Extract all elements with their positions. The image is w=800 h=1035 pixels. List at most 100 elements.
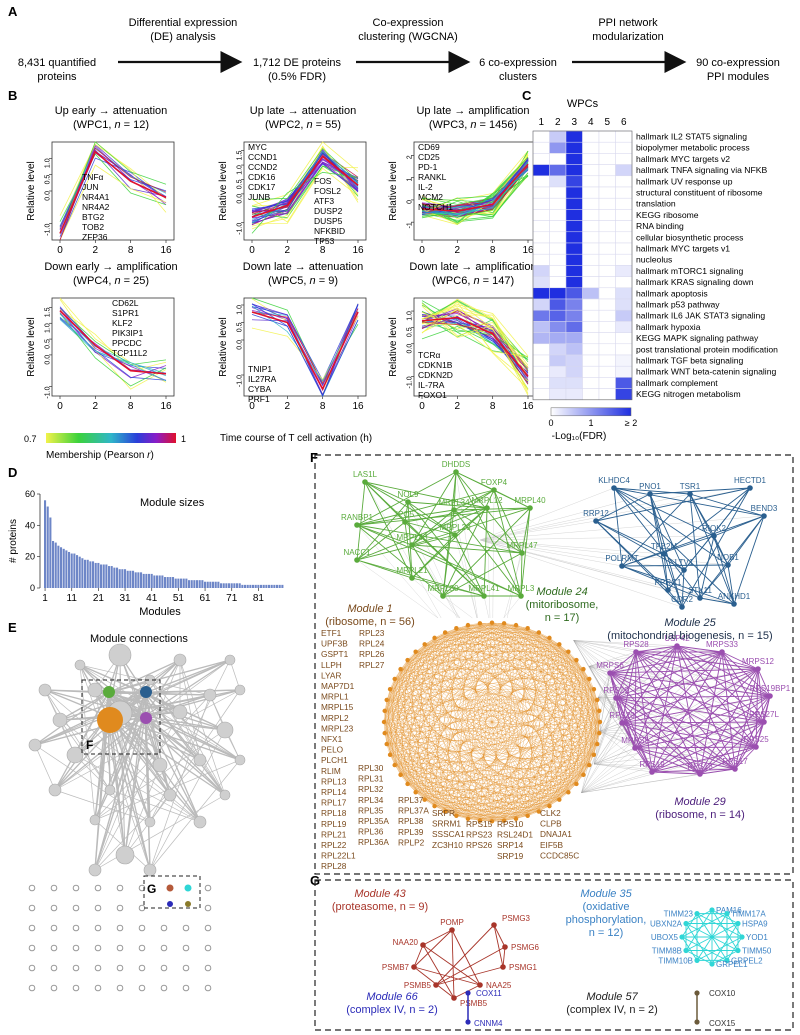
module24-edge <box>411 471 457 546</box>
module25-edge <box>663 553 669 591</box>
module24-label: MRPL3 <box>508 584 535 593</box>
wpc-ytick-label: -1 <box>407 222 414 228</box>
module24-edge <box>493 489 531 509</box>
module1-edge <box>384 644 560 734</box>
module1-edge <box>400 628 457 670</box>
heatmap-cell <box>549 377 567 389</box>
wpc-panel-6: Down late → amplification (WPC6, n = 147)… <box>388 261 537 412</box>
module24-label: MRPL43 <box>396 533 428 542</box>
wpc-profile-line <box>251 167 359 224</box>
module-node <box>203 688 217 702</box>
module-edge <box>107 679 151 694</box>
module1-edge <box>386 699 517 819</box>
module24-edge <box>455 471 523 554</box>
heatmap-row-label: KEGG nitrogen metabolism <box>636 389 741 399</box>
module1-edge <box>503 623 560 800</box>
pipeline-step3-line2: clusters <box>499 71 537 83</box>
wpc-gene-label: NR4A1 <box>82 192 110 202</box>
cross-edge <box>588 666 636 749</box>
module29-edge <box>699 768 736 775</box>
heatmap-cell <box>565 332 583 345</box>
cross-edge <box>356 559 439 619</box>
wpc-xtick-label: 16 <box>160 401 172 412</box>
wpc-xtick-label: 2 <box>455 245 461 256</box>
bar <box>164 577 167 588</box>
bar <box>76 555 79 588</box>
heatmap-cell <box>565 377 583 389</box>
wpc-ytick-label: 1.0 <box>237 305 244 315</box>
module1-edge <box>424 644 598 701</box>
heatmap-cell <box>582 130 600 143</box>
heatmap-row-label: hallmark hypoxia <box>636 322 701 332</box>
module25-edge <box>621 493 691 567</box>
module1-node <box>392 676 397 682</box>
wpc-core-line <box>421 163 529 212</box>
module1-edge <box>400 644 560 670</box>
module35-node <box>694 911 700 917</box>
module25-label: TSR1 <box>680 482 701 491</box>
module35-node <box>724 957 730 963</box>
heatmap-row-label: hallmark p53 pathway <box>636 300 720 310</box>
module24-edge <box>453 509 522 597</box>
module1-gene-label: RPL14 <box>321 787 347 797</box>
wpc-gene-label: FOS <box>314 176 332 186</box>
module1-edge <box>467 624 577 661</box>
module57-title: Module 57 <box>586 991 638 1003</box>
module1-edge <box>503 623 528 816</box>
module1-edge <box>407 637 550 661</box>
wpc-gene-label: IL-2 <box>418 182 433 192</box>
module1-edge <box>389 624 517 690</box>
module1-edge <box>424 710 600 800</box>
wpc-panel-1: Up early → attenuation (WPC1, n = 12) 1.0 0… <box>26 105 175 256</box>
wpc-xtick-label: 0 <box>419 245 425 256</box>
module-edge <box>94 715 109 871</box>
module1-edge <box>400 632 539 775</box>
wpc-ytick-label: 0.0 <box>45 355 52 365</box>
module1-edge <box>467 625 560 800</box>
heatmap-cell <box>532 343 550 356</box>
module25: KLHDC4 PNO1 TSR1 HECTD1 BEND3 RRP12 RIOK2 TFB2M… <box>583 476 778 610</box>
module-node <box>152 757 168 773</box>
module24-label: MRPL20 <box>439 523 471 532</box>
pipeline-arrow3-line2: modularization <box>592 31 664 43</box>
cross-edge <box>581 722 623 793</box>
module1-node <box>525 813 530 818</box>
module24-edge <box>356 507 488 561</box>
heatmap-cell <box>598 175 616 188</box>
module1-edge <box>538 689 595 812</box>
module25-node <box>711 533 717 539</box>
module-edge <box>79 664 146 694</box>
bar <box>212 581 215 588</box>
heatmap-legend-tick: ≥ 2 <box>625 418 637 428</box>
module24-edge <box>404 521 413 579</box>
heatmap-cell <box>565 197 583 210</box>
module1-edge <box>527 628 560 645</box>
module29-label: RPS25 <box>743 735 769 744</box>
module1-edge <box>491 651 569 822</box>
module1-node <box>591 752 597 758</box>
heatmap-cell <box>582 309 600 322</box>
module66-label: COX11 <box>476 989 502 998</box>
module1-edge <box>394 765 416 793</box>
module1-edge <box>467 659 577 819</box>
module24-edge <box>407 501 488 509</box>
module1-edge <box>434 624 517 639</box>
module-small-node <box>138 924 146 932</box>
module25-node <box>665 587 671 593</box>
module1-edge <box>415 792 446 812</box>
module25-label: PNO1 <box>639 482 661 491</box>
module1-edge <box>503 623 584 775</box>
module-node <box>143 863 157 877</box>
cross-edge <box>483 595 489 619</box>
module1-node <box>387 752 393 758</box>
bar-ytick-label: 60 <box>25 489 35 499</box>
module1-edge <box>407 659 560 800</box>
module1-node <box>442 630 448 635</box>
module25-edge <box>613 487 715 537</box>
bar <box>86 559 89 588</box>
module-edge <box>107 715 151 871</box>
